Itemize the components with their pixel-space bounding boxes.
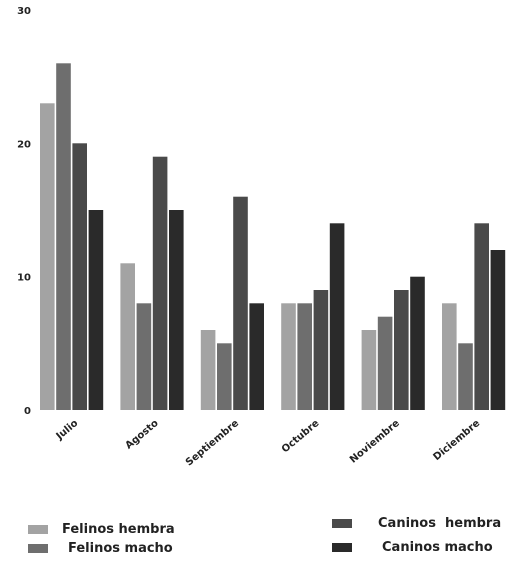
x-tick-label: Diciembre bbox=[431, 418, 482, 463]
bars bbox=[40, 63, 506, 411]
y-tick-label: 30 bbox=[17, 6, 31, 17]
bar bbox=[200, 330, 216, 410]
legend-label-felinos-hembra: Felinos hembra bbox=[62, 522, 175, 537]
x-tick-label: Julio bbox=[54, 418, 81, 443]
y-tick-label: 0 bbox=[24, 406, 31, 417]
legend-swatch-caninos-hembra bbox=[332, 519, 352, 528]
bar bbox=[458, 343, 473, 410]
x-tick-label: Septiembre bbox=[184, 418, 241, 469]
bar bbox=[169, 210, 184, 410]
y-tick-label: 20 bbox=[17, 139, 31, 150]
bar bbox=[377, 316, 393, 410]
legend-item-caninos-macho: Caninos macho bbox=[332, 540, 493, 555]
bar bbox=[120, 263, 135, 410]
legend-item-felinos-macho: Felinos macho bbox=[28, 541, 173, 556]
bar bbox=[394, 290, 409, 410]
legend-swatch-felinos-hembra bbox=[28, 525, 48, 534]
x-tick-label: Octubre bbox=[280, 418, 322, 456]
bar bbox=[490, 250, 506, 410]
x-tick-label: Agosto bbox=[123, 418, 160, 452]
legend-label-felinos-macho: Felinos macho bbox=[68, 541, 173, 556]
legend-swatch-felinos-macho bbox=[28, 544, 48, 553]
x-axis-labels: Julio Agosto Septiembre Octubre Noviembre Dic… bbox=[54, 418, 483, 469]
bar bbox=[152, 156, 168, 410]
y-tick-label: 10 bbox=[17, 273, 31, 284]
legend-label-caninos-macho: Caninos macho bbox=[382, 540, 493, 555]
bar bbox=[281, 303, 296, 410]
legend-swatch-caninos-macho bbox=[332, 543, 352, 552]
bar bbox=[40, 103, 55, 411]
bar bbox=[361, 330, 377, 410]
legend-item-felinos-hembra: Felinos hembra bbox=[28, 522, 175, 537]
bar bbox=[233, 196, 248, 410]
legend-label-caninos-hembra: Caninos hembra bbox=[378, 516, 502, 531]
bar bbox=[474, 223, 489, 410]
bar bbox=[56, 63, 71, 411]
bar bbox=[329, 223, 345, 410]
bar bbox=[88, 210, 104, 410]
x-tick-label: Noviembre bbox=[348, 418, 402, 466]
bar bbox=[410, 276, 425, 410]
legend-item-caninos-hembra: Caninos hembra bbox=[332, 516, 501, 531]
bar bbox=[136, 303, 152, 410]
bar bbox=[217, 343, 232, 410]
bar bbox=[249, 303, 264, 410]
y-axis-ticks: 0 10 20 30 bbox=[17, 6, 31, 417]
bar bbox=[313, 290, 329, 410]
bar bbox=[72, 143, 87, 411]
bar bbox=[442, 303, 457, 410]
bar bbox=[297, 303, 312, 410]
